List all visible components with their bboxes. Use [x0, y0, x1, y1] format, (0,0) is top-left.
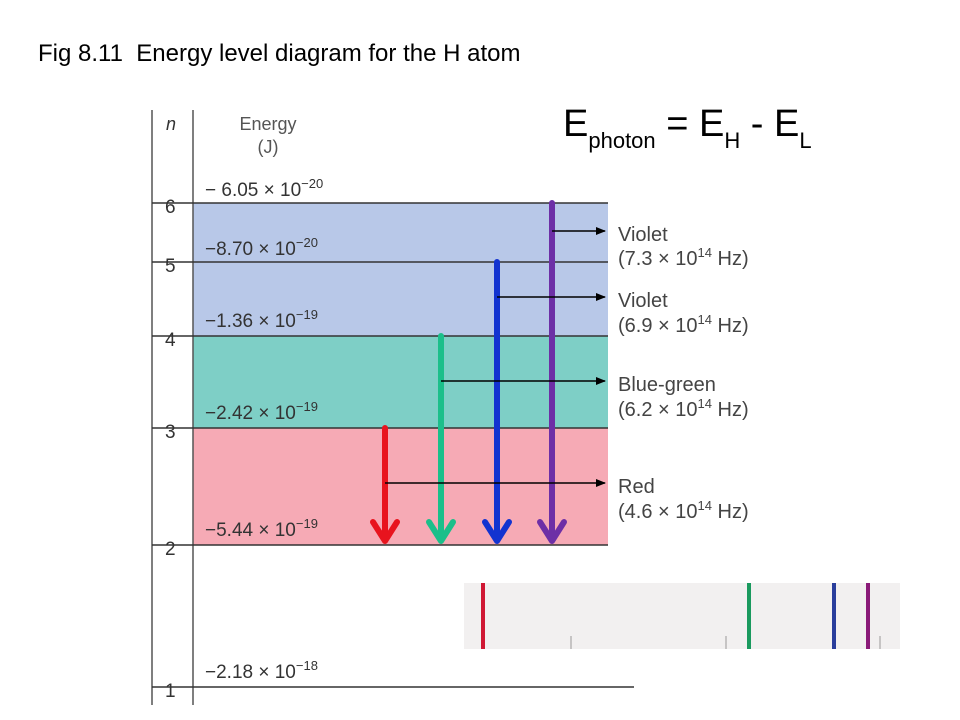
emission-name-violet-69: Violet: [618, 290, 668, 312]
band-n3-n4: [193, 336, 608, 428]
figure-title: Fig 8.11 Energy level diagram for the H …: [38, 40, 521, 67]
transition-arrow-5-2: [482, 259, 512, 544]
energy-label-5: −8.70 × 10−20: [205, 235, 318, 260]
eq-mid-sub: H: [724, 128, 741, 153]
spectrum-line-blue-green: [747, 583, 751, 649]
band-n4-n6: [193, 203, 608, 336]
emission-name-blue-green: Blue-green: [618, 374, 716, 396]
photon-energy-equation: Ephoton = EH - EL: [563, 103, 812, 154]
emission-spectrum: [464, 583, 900, 649]
n-label-6: 6: [165, 197, 176, 218]
energy-label-2: −5.44 × 10−19: [205, 516, 318, 541]
transition-arrow-4-2: [426, 333, 456, 544]
emission-name-red: Red: [618, 476, 655, 498]
energy-label-6: − 6.05 × 10−20: [205, 176, 323, 201]
emission-freq-violet-73: (7.3 × 1014 Hz): [618, 245, 749, 270]
n-axis-label: n: [166, 114, 176, 134]
energy-label-1: −2.18 × 10−18: [205, 658, 318, 683]
eq-mid: = E: [655, 103, 725, 145]
energy-axis-unit: (J): [258, 137, 279, 157]
eq-lhs: E: [563, 103, 589, 145]
energy-label-3: −2.42 × 10−19: [205, 399, 318, 424]
eq-lhs-sub: photon: [588, 128, 656, 153]
energy-axis-label: Energy: [239, 114, 296, 134]
emission-freq-violet-69: (6.9 × 1014 Hz): [618, 312, 749, 337]
n-label-5: 5: [165, 256, 176, 277]
n-label-1: 1: [165, 681, 176, 702]
spectrum-line-violet-69: [832, 583, 836, 649]
spectrum-background: [464, 583, 900, 649]
emission-name-violet-73: Violet: [618, 224, 668, 246]
spectrum-line-red: [481, 583, 485, 649]
n-label-2: 2: [165, 539, 176, 560]
eq-rhs-sub: L: [799, 128, 812, 153]
emission-freq-red: (4.6 × 1014 Hz): [618, 498, 749, 523]
spectrum-line-violet-73: [866, 583, 870, 649]
eq-op: - E: [740, 103, 800, 145]
n-label-4: 4: [165, 330, 176, 351]
n-label-3: 3: [165, 422, 176, 443]
energy-label-4: −1.36 × 10−19: [205, 307, 318, 332]
emission-freq-blue-green: (6.2 × 1014 Hz): [618, 396, 749, 421]
